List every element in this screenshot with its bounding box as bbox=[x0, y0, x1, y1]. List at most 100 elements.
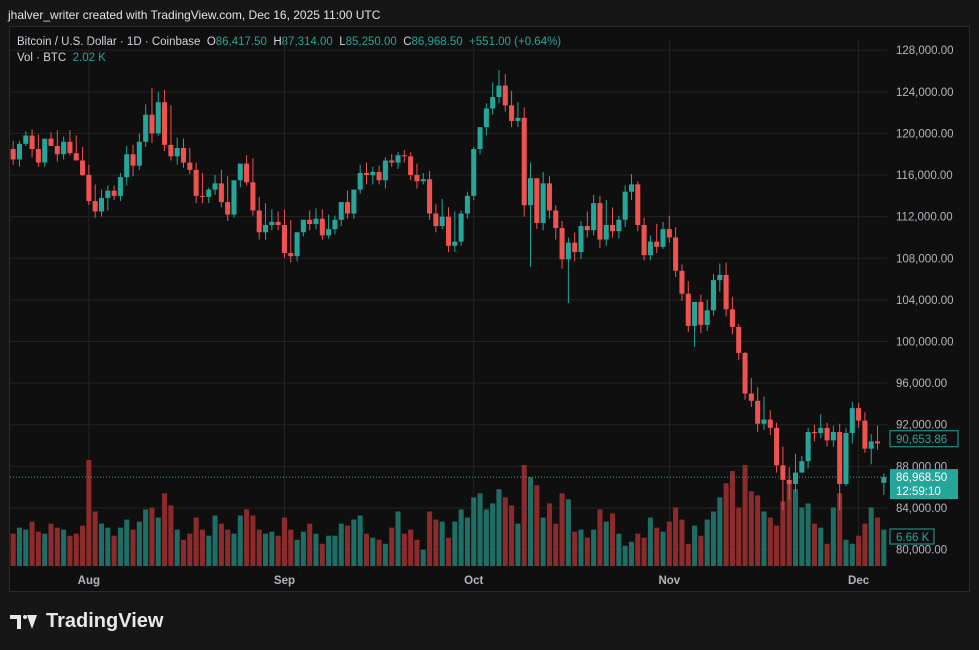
volume-bar bbox=[654, 527, 660, 566]
candle-body bbox=[136, 141, 142, 166]
candle-body bbox=[856, 408, 862, 421]
candle-body bbox=[130, 154, 136, 166]
volume-bar bbox=[780, 501, 786, 566]
y-tick-label: 92,000.00 bbox=[896, 420, 947, 432]
candle-body bbox=[622, 191, 628, 220]
volume-bar bbox=[357, 515, 363, 566]
volume-bar bbox=[16, 527, 22, 566]
candle-body bbox=[42, 138, 48, 163]
y-tick-label: 116,000.00 bbox=[896, 170, 953, 182]
ohlc-legend: Bitcoin / U.S. Dollar · 1D · Coinbase O 8… bbox=[17, 36, 561, 48]
candle-body bbox=[218, 183, 224, 203]
volume-bar bbox=[338, 523, 344, 566]
candle-body bbox=[849, 408, 855, 434]
volume-bar bbox=[61, 529, 67, 566]
chart-panel[interactable] bbox=[9, 26, 970, 592]
candle-body bbox=[635, 184, 641, 225]
volume-bar bbox=[496, 489, 502, 566]
candle-body bbox=[641, 224, 647, 256]
last-price-label: 86,968.50 bbox=[896, 472, 947, 484]
volume-bar bbox=[509, 505, 515, 566]
volume-label[interactable]: Vol · BTC bbox=[17, 52, 67, 64]
candle-body bbox=[818, 427, 824, 434]
candle-body bbox=[811, 432, 817, 434]
x-tick-label: Aug bbox=[78, 575, 100, 587]
tradingview-brand[interactable]: TradingView bbox=[10, 610, 163, 633]
volume-bar bbox=[875, 517, 881, 566]
volume-bar bbox=[42, 533, 48, 566]
volume-bar bbox=[458, 509, 464, 566]
volume-bar bbox=[130, 529, 136, 566]
candle-body bbox=[149, 114, 155, 134]
candle-body bbox=[143, 114, 149, 142]
volume-bar bbox=[199, 529, 205, 566]
volume-bar bbox=[881, 529, 887, 566]
candle-body bbox=[742, 352, 748, 394]
candle-body bbox=[572, 242, 578, 253]
volume-bar bbox=[300, 531, 306, 566]
candle-body bbox=[679, 270, 685, 294]
volume-bar bbox=[692, 525, 698, 566]
volume-bar bbox=[174, 529, 180, 566]
volume-bar bbox=[389, 527, 395, 566]
volume-bar bbox=[597, 509, 603, 566]
candle-body bbox=[881, 477, 887, 483]
candle-body bbox=[799, 461, 805, 473]
candle-body bbox=[502, 85, 508, 106]
candle-body bbox=[162, 102, 168, 145]
candle-body bbox=[767, 419, 773, 428]
candle-body bbox=[710, 280, 717, 311]
volume-bar bbox=[679, 519, 685, 566]
symbol-label[interactable]: Bitcoin / U.S. Dollar · 1D · Coinbase bbox=[17, 36, 201, 48]
candle-body bbox=[603, 224, 609, 240]
candle-body bbox=[610, 224, 616, 232]
candle-body bbox=[155, 102, 161, 134]
candle-body bbox=[704, 310, 710, 325]
volume-bar bbox=[856, 535, 862, 566]
volume-bar bbox=[477, 493, 483, 566]
candle-body bbox=[73, 153, 79, 161]
volume-bar bbox=[206, 535, 212, 566]
candle-body bbox=[654, 241, 660, 247]
volume-bar bbox=[363, 533, 370, 566]
candle-body bbox=[111, 190, 117, 196]
candlestick-chart[interactable]: 128,000.00 124,000.00 120,000.00 116,000.00… bbox=[0, 0, 979, 600]
volume-bar bbox=[736, 507, 742, 566]
candle-body bbox=[559, 228, 565, 260]
volume-bar bbox=[471, 497, 477, 566]
open-label: O bbox=[206, 36, 216, 48]
y-tick-label: 100,000.00 bbox=[896, 337, 954, 349]
candle-body bbox=[546, 183, 552, 211]
volume-bar bbox=[553, 523, 559, 566]
volume-bar bbox=[464, 517, 470, 566]
volume-bar bbox=[660, 531, 666, 566]
candle-body bbox=[830, 432, 836, 441]
candle-body bbox=[92, 201, 98, 212]
volume-bar bbox=[225, 529, 231, 566]
volume-legend: Vol · BTC 2.02 K bbox=[17, 52, 106, 64]
attribution-text: jhalver_writer created with TradingView.… bbox=[8, 8, 381, 22]
volume-bar bbox=[578, 529, 584, 566]
candle-body bbox=[414, 175, 420, 182]
candle-body bbox=[591, 203, 597, 231]
volume-bar bbox=[23, 529, 29, 566]
volume-bar bbox=[143, 509, 149, 566]
tradingview-logo-icon bbox=[10, 612, 40, 632]
candle-body bbox=[471, 149, 477, 196]
volume-bar bbox=[559, 493, 565, 566]
volume-bar bbox=[155, 517, 161, 566]
candle-body bbox=[755, 400, 761, 424]
low-label: L bbox=[339, 36, 346, 48]
candle-body bbox=[729, 309, 735, 327]
candle-body bbox=[868, 441, 874, 449]
candle-body bbox=[174, 148, 180, 157]
volume-bar bbox=[786, 483, 792, 566]
volume-bar bbox=[445, 537, 452, 566]
last-price-box bbox=[890, 469, 958, 500]
candle-body bbox=[439, 216, 445, 227]
volume-bar bbox=[73, 533, 79, 566]
volume-bar bbox=[490, 503, 496, 566]
close-value: 86,968.50 bbox=[411, 36, 463, 48]
volume-bar bbox=[540, 517, 546, 566]
volume-bar bbox=[231, 533, 237, 566]
